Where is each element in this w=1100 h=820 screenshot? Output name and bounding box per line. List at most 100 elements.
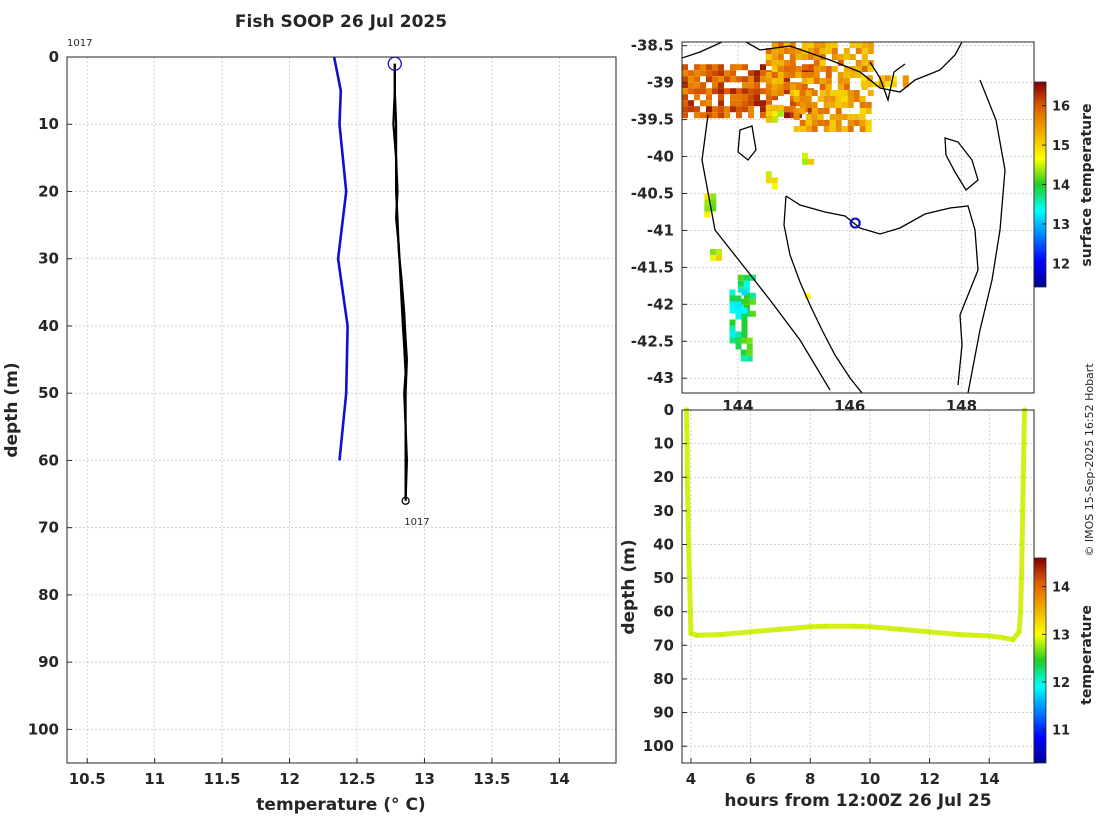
sst-cell <box>771 183 778 190</box>
sst-cell <box>760 112 766 119</box>
sst-cell <box>748 70 754 77</box>
sst-cell <box>710 193 717 200</box>
sst-cell <box>805 102 812 108</box>
sst-cell <box>841 90 848 96</box>
sst-cell <box>802 64 808 71</box>
sst-cell <box>737 286 744 293</box>
sst-cell <box>865 120 872 126</box>
sst-cell <box>735 331 742 338</box>
sst-cell <box>793 108 800 114</box>
sst-cell <box>866 81 873 88</box>
sst-cell <box>706 88 712 95</box>
sst-cell <box>819 90 826 96</box>
track-y-tick-label: 50 <box>653 569 674 587</box>
sst-cell <box>819 42 826 48</box>
sst-cell <box>837 72 844 78</box>
sst-cell <box>766 94 772 101</box>
sst-cell <box>859 120 866 126</box>
profile-series <box>332 56 410 505</box>
track-y-axis-label: depth (m) <box>619 539 639 634</box>
sst-cell <box>748 94 754 101</box>
track-point <box>807 624 813 630</box>
sst-cell <box>859 96 866 102</box>
map-y-tick-label: -41.5 <box>631 258 674 276</box>
sst-cell <box>749 298 756 305</box>
profile-x-tick-label: 14 <box>549 770 570 788</box>
sst-cell <box>729 289 736 296</box>
sst-cell <box>813 72 820 78</box>
sst-cell <box>890 75 897 82</box>
sst-cell <box>718 112 724 119</box>
sst-cell <box>843 48 850 54</box>
sst-cell <box>783 84 790 90</box>
profile-plot-area <box>67 57 616 763</box>
sst-cell <box>742 94 748 101</box>
king-island <box>737 125 757 161</box>
sst-cell <box>748 106 754 113</box>
sst-cell <box>712 88 718 95</box>
track-point <box>1021 441 1027 447</box>
sst-cell <box>746 343 753 350</box>
sst-cell <box>771 72 778 78</box>
map-colorbar-tick-label: 13 <box>1052 218 1070 233</box>
sst-cell <box>735 301 742 308</box>
track-y-tick-label: 100 <box>643 737 674 755</box>
sst-cell <box>783 66 790 72</box>
sst-cell <box>801 42 808 48</box>
sst-cell <box>712 76 718 83</box>
map-panel: 144 146 148 -38.5-39-39.5-40-40.5-41-41.5-… <box>631 37 1095 415</box>
sst-patch <box>802 152 815 165</box>
sst-cell <box>835 102 842 108</box>
sst-cell <box>799 102 806 108</box>
sst-cell <box>789 60 796 66</box>
sst-cell <box>729 331 736 338</box>
sst-cell <box>754 82 760 89</box>
sst-cell <box>819 84 826 90</box>
sst-cell <box>811 90 818 96</box>
sst-cell <box>831 66 838 72</box>
sst-cell <box>682 112 688 119</box>
sst-cell <box>735 295 742 302</box>
sst-cell <box>735 307 742 314</box>
sst-cell <box>843 78 850 84</box>
track-y-tick-label: 30 <box>653 502 674 520</box>
sst-cell <box>817 108 824 114</box>
sst-cell <box>861 66 868 72</box>
sst-cell <box>789 66 796 72</box>
sst-cell <box>807 78 814 84</box>
sst-cell <box>682 76 688 83</box>
track-colorbar-tick-label: 12 <box>1052 676 1070 691</box>
sst-cell <box>765 78 772 84</box>
sst-cell <box>865 126 872 132</box>
track-colorbar-tick-label: 13 <box>1052 628 1070 643</box>
sst-cell <box>777 78 784 84</box>
sst-cell <box>771 42 778 48</box>
sst-cell <box>790 106 796 113</box>
sst-cell <box>847 102 854 108</box>
map-colorbar-tick-label: 14 <box>1052 179 1070 194</box>
sst-patch <box>765 171 778 190</box>
sst-cell <box>710 199 717 206</box>
sst-cell <box>902 81 909 88</box>
sst-cell <box>825 78 832 84</box>
map-y-tick-label: -39.5 <box>631 111 674 129</box>
track-point <box>748 629 754 635</box>
sst-cell <box>736 76 742 83</box>
sst-cell <box>802 158 809 165</box>
sst-cell <box>841 102 848 108</box>
sst-cell <box>688 82 694 89</box>
track-panel: 4 6 8 10 12 14 0 10 20 30 40 50 60 70 80 90 100 hours f… <box>619 401 1095 811</box>
sst-cell <box>823 126 830 132</box>
sst-cell <box>706 106 712 113</box>
sst-cell <box>771 110 778 117</box>
map-y-tick-label: -39 <box>647 74 674 92</box>
sst-cell <box>754 70 760 77</box>
profile-x-tick-label: 12 <box>279 770 300 788</box>
track-point <box>687 609 693 615</box>
map-y-tick-label: -40 <box>647 148 674 166</box>
sst-cell <box>771 104 778 111</box>
credit-text: © IMOS 15-Sep-2025 16:52 Hobart <box>1083 363 1096 557</box>
track-point <box>897 626 903 632</box>
sst-cell <box>748 112 754 119</box>
track-x-axis-label: hours from 12:00Z 26 Jul 25 <box>724 791 991 811</box>
